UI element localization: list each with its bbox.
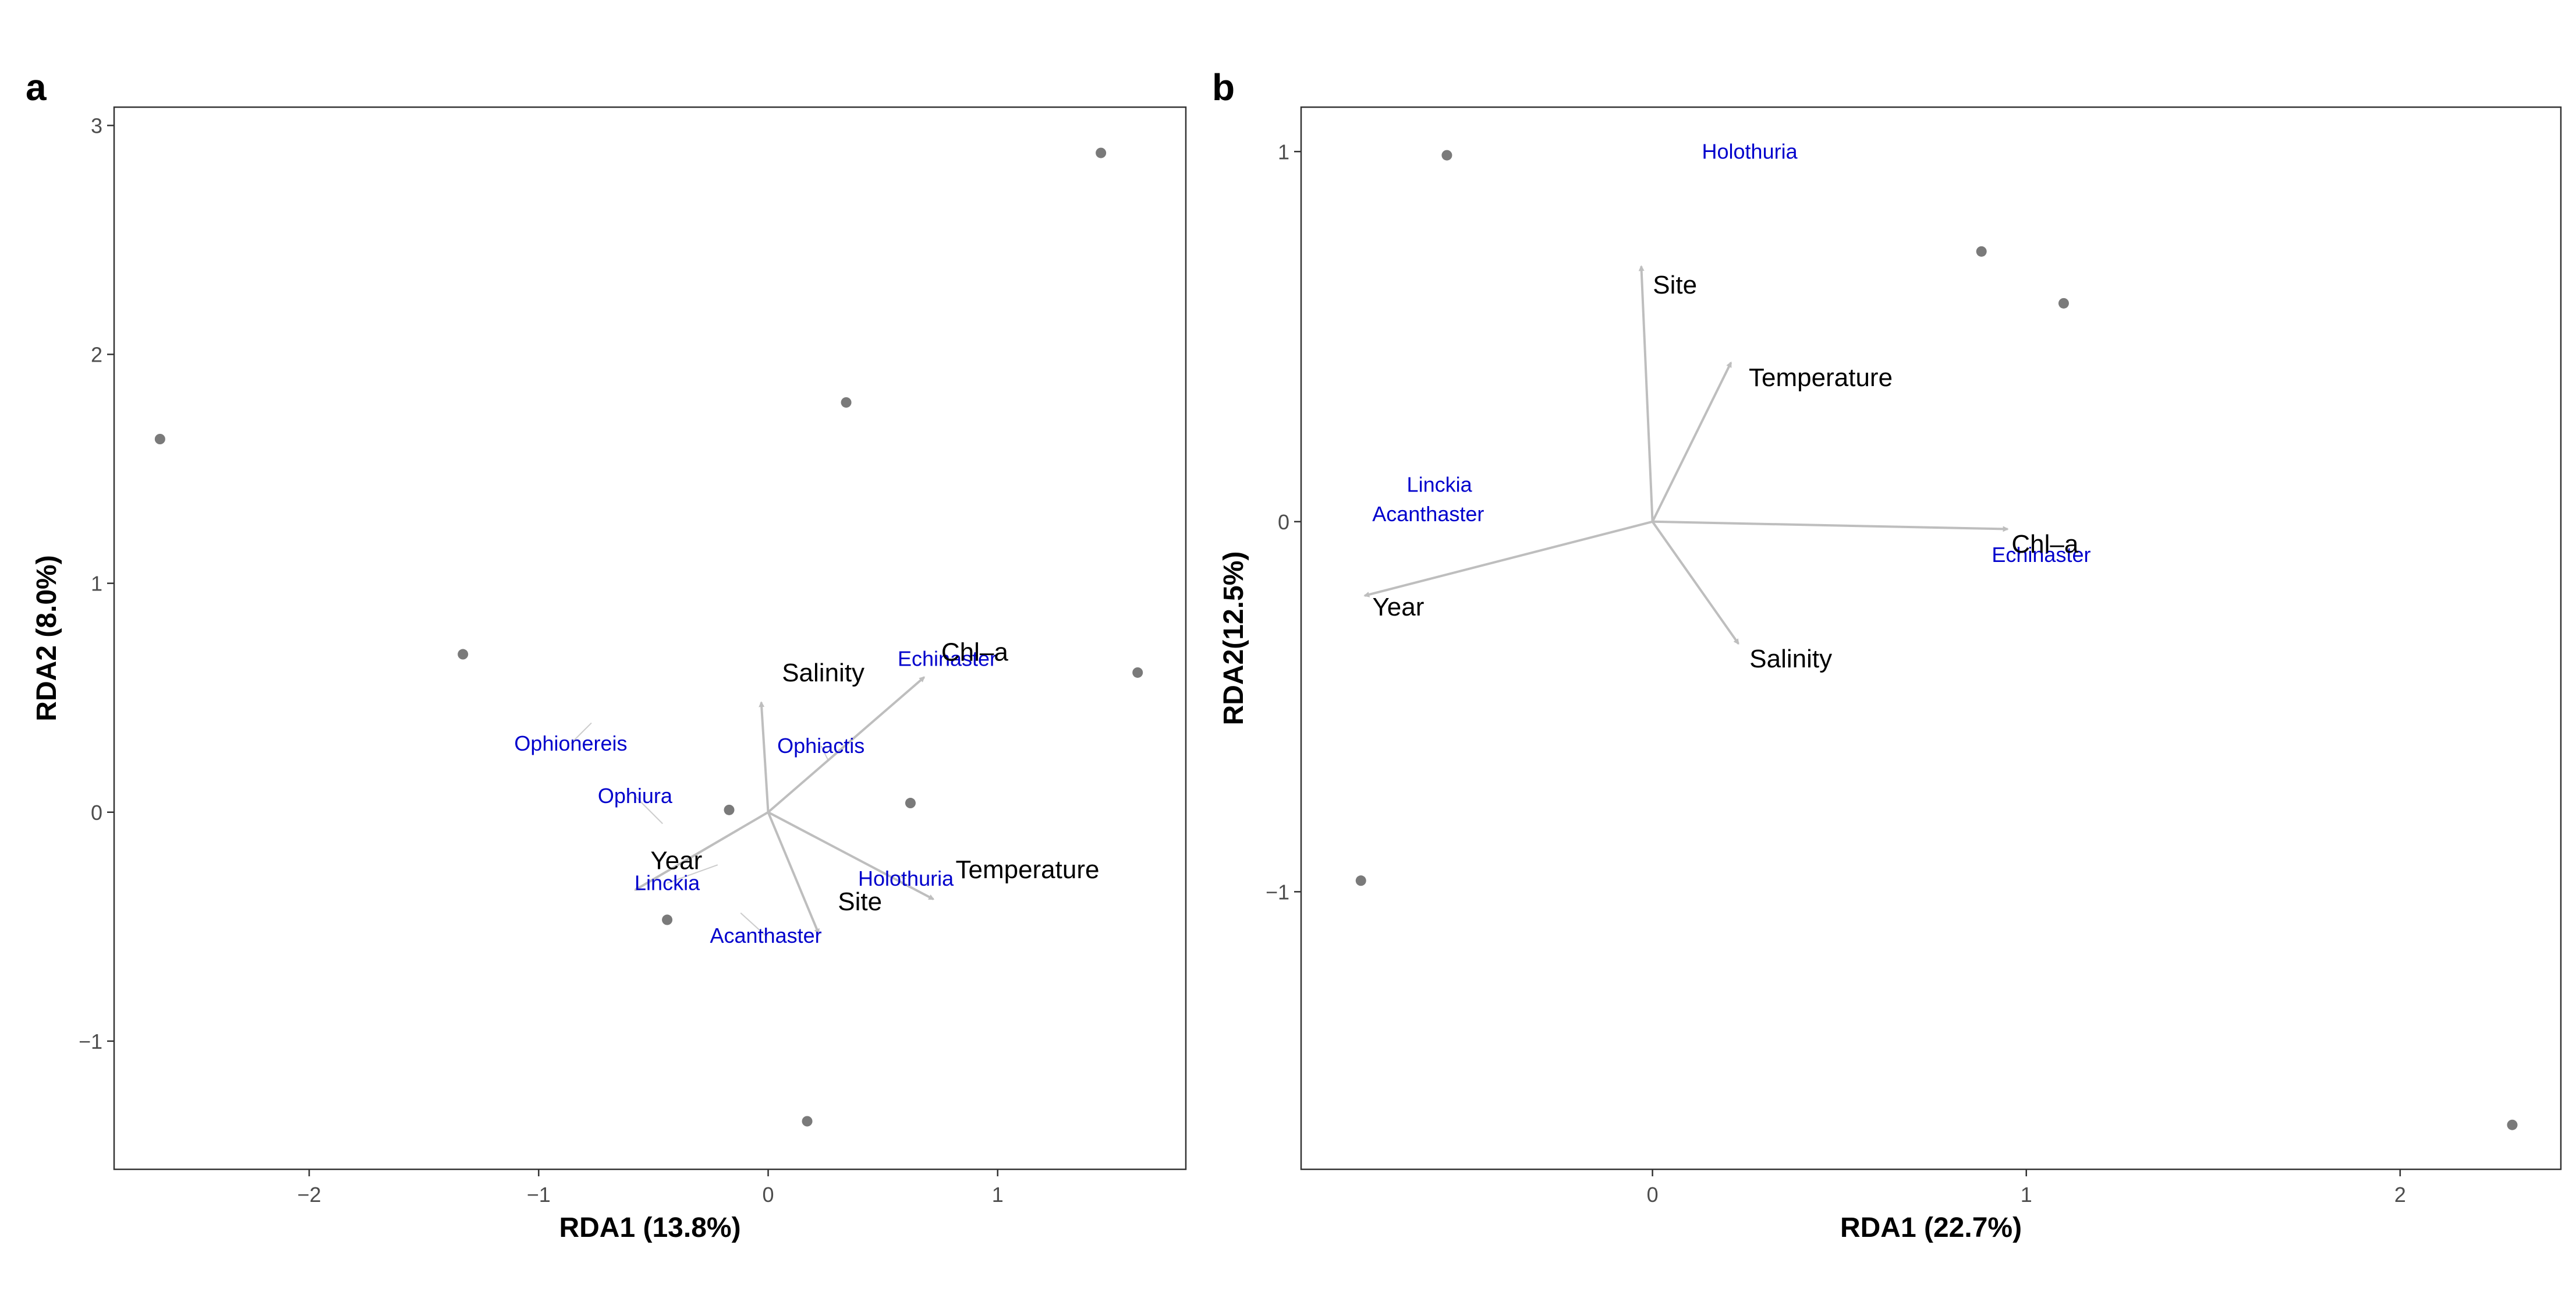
panel-a-variable-label: Temperature xyxy=(955,855,1099,884)
panel-b-variable-label: Salinity xyxy=(1749,645,1832,673)
panel-a-site-point xyxy=(458,649,469,660)
panel-b-variable-label: Temperature xyxy=(1749,363,1893,392)
panel-b-x-tick-label: 0 xyxy=(1647,1183,1659,1207)
panel-a-x-tick-label: −2 xyxy=(297,1183,321,1207)
panel-a-variable-label: Year xyxy=(650,846,702,875)
panel-b-y-tick-label: 1 xyxy=(1278,140,1289,164)
panel-a-species-leader-line xyxy=(667,864,718,884)
panel-b-arrow-chl-a xyxy=(1652,520,2009,532)
panel-a-species-label: Ophiactis xyxy=(777,734,864,758)
panel-b-variable-label: Chl–a xyxy=(2011,530,2078,558)
panel-a-species-leader-line xyxy=(894,873,906,879)
panel-b-y-axis-title: RDA2(12.5%) xyxy=(1218,551,1249,726)
panel-a-arrow-chl-a xyxy=(767,676,926,814)
panel-a-site-point xyxy=(1096,147,1107,158)
panel-a-species-label: Ophiura xyxy=(598,784,673,808)
panel-b-arrow-site xyxy=(1638,265,1654,522)
panel-b-species-label: Echinaster xyxy=(1992,543,2090,567)
panel-b-variable-label: Year xyxy=(1373,593,1425,621)
panel-a-site-point xyxy=(154,434,165,444)
panel-a-arrow-salinity xyxy=(759,701,770,812)
panel-a-site-point xyxy=(1132,667,1143,678)
panel-b-site-point xyxy=(2507,1119,2518,1130)
panel-a-y-tick-label: 2 xyxy=(91,343,102,367)
panel-a-species-label: Linckia xyxy=(635,871,700,895)
panel-a-variable-label: Salinity xyxy=(782,659,864,687)
panel-a-y-tick-label: 0 xyxy=(91,801,102,825)
panel-b: b 0 1 2 −1 0 1 RDA1 (22.7%) RDA2(12.5%) Holothuri… xyxy=(1212,66,2562,1243)
panel-a-species-label: Echinaster xyxy=(898,646,997,670)
panel-a: a −2 −1 0 1 −1 0 1 2 3 RDA1 (13.8%) RDA2 (8.0%) Echi… xyxy=(26,66,1187,1243)
panel-a-species-leader-line xyxy=(820,745,828,760)
panel-b-x-axis-title: RDA1 (22.7%) xyxy=(1840,1212,2022,1243)
panel-b-y-tick-label: −1 xyxy=(1266,880,1289,904)
panel-a-variable-label: Site xyxy=(838,887,882,916)
panel-a-x-tick-label: −1 xyxy=(527,1183,551,1207)
panel-a-plot-frame xyxy=(113,106,1187,1170)
panel-a-letter: a xyxy=(26,66,47,108)
panel-b-plot-frame xyxy=(1300,106,2562,1170)
panel-a-y-axis-title: RDA2 (8.0%) xyxy=(31,555,62,721)
panel-a-arrow-site xyxy=(767,811,820,935)
panel-a-arrow-temperature xyxy=(767,811,935,900)
panel-a-arrow-year xyxy=(634,811,769,892)
panel-b-arrow-temperature xyxy=(1651,361,1732,522)
panel-b-species-label: Holothuria xyxy=(1702,139,1798,163)
panel-a-species-label: Acanthaster xyxy=(710,924,822,947)
panel-b-arrow-year xyxy=(1363,520,1653,597)
panel-b-site-point xyxy=(1441,150,1452,161)
panel-a-species-leader-line xyxy=(635,795,663,825)
panel-a-y-tick-label: 3 xyxy=(91,114,102,137)
panel-b-species-label: Acanthaster xyxy=(1372,502,1484,526)
panel-a-y-tick-label: 1 xyxy=(91,572,102,596)
panel-a-y-tick-label: −1 xyxy=(79,1030,102,1053)
panel-a-variable-label: Chl–a xyxy=(941,638,1008,667)
panel-a-site-point xyxy=(905,798,916,809)
panel-b-letter: b xyxy=(1212,66,1235,108)
panel-a-site-point xyxy=(841,397,852,408)
panel-b-arrow-salinity xyxy=(1651,521,1739,645)
panel-b-site-point xyxy=(2058,298,2069,309)
panel-b-variable-label: Site xyxy=(1653,271,1697,299)
panel-b-site-point xyxy=(1976,246,1987,257)
panel-a-site-point xyxy=(802,1116,813,1127)
panel-a-x-axis-title: RDA1 (13.8%) xyxy=(559,1212,740,1243)
panel-a-site-point xyxy=(662,914,673,925)
panel-a-x-tick-label: 1 xyxy=(992,1183,1004,1207)
panel-a-species-leader-line xyxy=(570,722,592,744)
panel-a-species-label: Holothuria xyxy=(858,867,954,890)
panel-b-species-label: Linckia xyxy=(1407,472,1473,496)
panel-a-site-point xyxy=(724,804,735,815)
panel-a-species-leader-line xyxy=(740,912,767,936)
panel-a-species-label: Ophionereis xyxy=(514,731,627,755)
panel-b-x-tick-label: 2 xyxy=(2394,1183,2406,1207)
panel-a-x-tick-label: 0 xyxy=(763,1183,774,1207)
panel-b-site-point xyxy=(1355,875,1366,886)
panel-b-x-tick-label: 1 xyxy=(2021,1183,2032,1207)
panel-b-y-tick-label: 0 xyxy=(1278,510,1289,534)
